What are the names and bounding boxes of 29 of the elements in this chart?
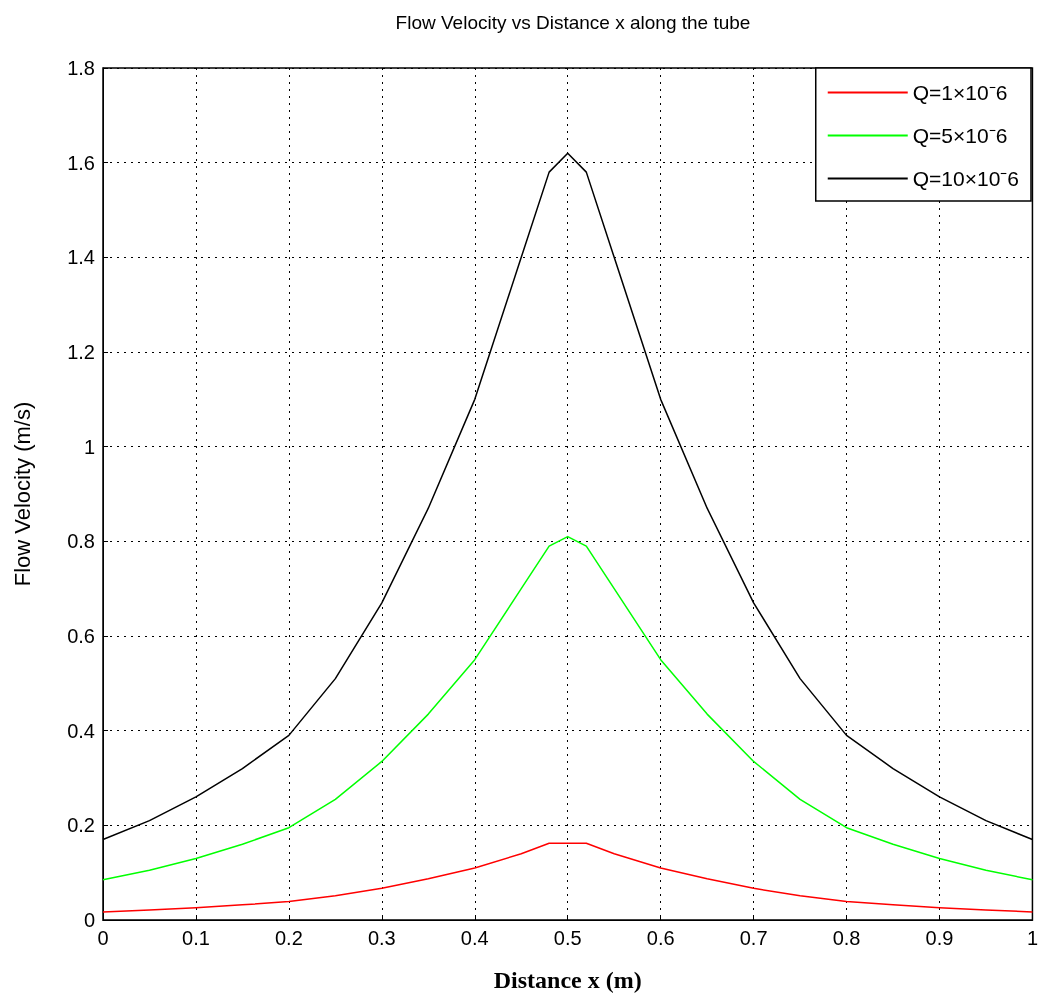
x-tick-label: 1 (1026, 927, 1038, 949)
y-tick-label: 0.2 (67, 814, 95, 837)
x-tick-label: 0.4 (460, 927, 489, 949)
y-tick-label: 1.2 (67, 341, 95, 363)
x-tick-label: 0 (97, 927, 109, 949)
legend-label: Q=10×10⁻6 (912, 167, 1020, 190)
y-tick-label: 0 (83, 909, 95, 931)
y-tick-label: 0.6 (67, 625, 95, 647)
legend-label: Q=1×10⁻6 (912, 81, 1008, 104)
chart-title: Flow Velocity vs Distance x along the tube (395, 12, 751, 33)
y-tick-label: 1.8 (67, 57, 95, 79)
y-tick-label: 1 (83, 435, 95, 458)
line-series (102, 842, 1034, 913)
y-tick-label: 0.8 (67, 530, 95, 553)
x-tick-label: 0.3 (367, 927, 396, 949)
x-tick-label: 0.2 (274, 927, 303, 949)
x-tick-label: 0.5 (553, 927, 582, 949)
y-tick-label: 1.6 (67, 151, 95, 174)
x-axis-title: Distance x (m) (493, 967, 642, 993)
y-axis-title: Flow Velocity (m/s) (9, 401, 35, 587)
x-tick-label: 0.7 (739, 927, 768, 949)
x-tick-label: 0.8 (832, 927, 861, 949)
y-tick-label: 0.4 (67, 719, 95, 742)
x-tick-label: 0.1 (182, 927, 210, 949)
legend-label: Q=5×10⁻6 (912, 124, 1008, 147)
line-series (102, 535, 1034, 881)
x-tick-label: 0.6 (646, 927, 675, 949)
x-tick-label: 0.9 (925, 927, 954, 949)
y-tick-label: 1.4 (67, 246, 95, 269)
